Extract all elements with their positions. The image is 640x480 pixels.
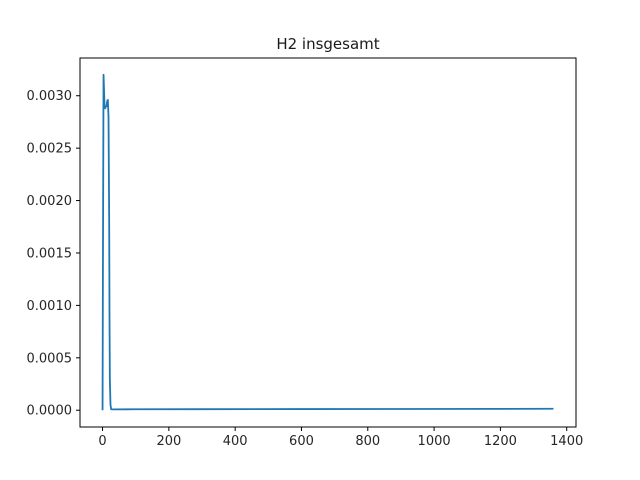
- series-line-0: [101, 73, 554, 411]
- x-tick-label: 800: [355, 434, 380, 449]
- x-tick-label: 1400: [550, 434, 583, 449]
- x-tick-label: 1000: [418, 434, 451, 449]
- x-tick-label: 200: [156, 434, 181, 449]
- y-tick-label: 0.0000: [27, 404, 73, 419]
- y-tick-label: 0.0025: [27, 142, 73, 157]
- y-tick-label: 0.0010: [27, 299, 73, 314]
- y-tick-label: 0.0005: [27, 351, 73, 366]
- y-tick-label: 0.0030: [27, 89, 73, 104]
- chart-title: H2 insgesamt: [276, 35, 379, 53]
- plot-frame: [79, 57, 577, 428]
- x-tick-label: 400: [223, 434, 248, 449]
- x-tick-label: 1200: [484, 434, 517, 449]
- y-tick-label: 0.0020: [27, 194, 73, 209]
- x-tick-label: 0: [98, 434, 106, 449]
- y-tick-label: 0.0015: [27, 246, 73, 261]
- x-tick-label: 600: [289, 434, 314, 449]
